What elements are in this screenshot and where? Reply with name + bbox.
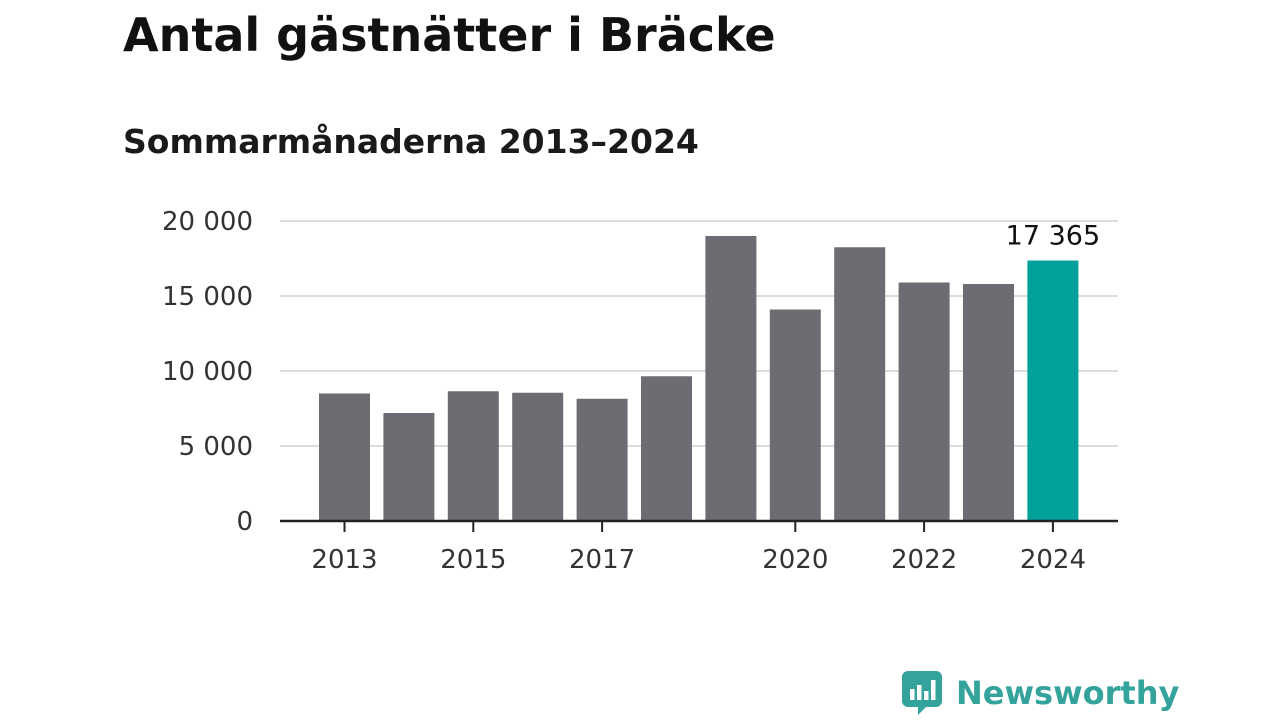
newsworthy-logo: Newsworthy [902, 671, 1179, 715]
x-tick-label: 2017 [569, 545, 635, 575]
bar-2014 [383, 413, 435, 521]
bar-2024 [1027, 260, 1079, 521]
bar-2018 [641, 376, 692, 521]
chart-title: Antal gästnätter i Bräcke [123, 8, 776, 62]
bar-2013 [319, 393, 370, 521]
x-tick-label: 2013 [311, 545, 377, 575]
bar-2016 [512, 392, 564, 521]
bar-chart-speech-bubble-icon [902, 671, 942, 715]
bar-2017 [576, 398, 628, 521]
y-tick-label: 0 [236, 507, 253, 537]
bar-2019 [705, 236, 757, 521]
bar-2021 [834, 247, 886, 521]
bar-2023 [963, 284, 1014, 521]
y-tick-label: 20 000 [162, 207, 253, 237]
x-tick-label: 2022 [891, 545, 957, 575]
bar-2015 [447, 391, 499, 521]
chart-subtitle: Sommarmånaderna 2013–2024 [123, 122, 699, 161]
x-tick-label: 2015 [440, 545, 506, 575]
y-tick-label: 10 000 [162, 357, 253, 387]
bar-2020 [769, 309, 821, 521]
x-tick-label: 2020 [762, 545, 828, 575]
y-tick-label: 15 000 [162, 282, 253, 312]
value-label: 17 365 [1006, 221, 1100, 252]
y-tick-label: 5 000 [179, 432, 253, 462]
x-tick-label: 2024 [1020, 545, 1086, 575]
brand-name: Newsworthy [956, 674, 1180, 712]
bar-2022 [898, 282, 950, 521]
